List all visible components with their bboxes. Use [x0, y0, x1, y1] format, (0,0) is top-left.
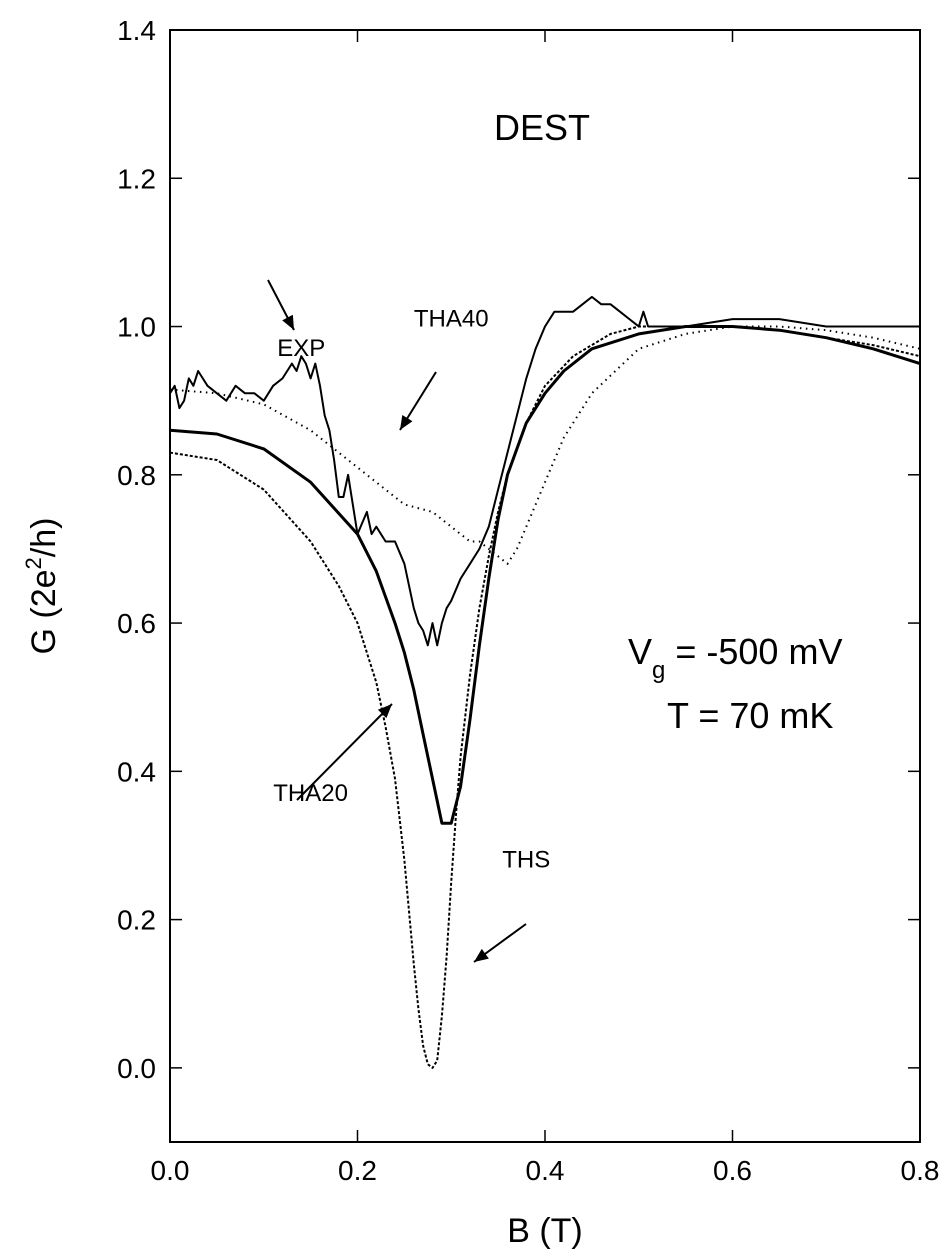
arrowhead-ths	[474, 948, 489, 962]
temperature-condition: T = 70 mK	[667, 695, 833, 736]
x-tick-label: 0.2	[338, 1155, 377, 1186]
vg-main: V	[628, 631, 652, 672]
arrowhead-tha20	[377, 704, 392, 719]
y-tick-label: 1.2	[117, 163, 156, 194]
plot-frame	[169, 29, 921, 1143]
x-tick-label: 0.0	[151, 1155, 190, 1186]
vg-condition: Vg = -500 mV	[628, 631, 842, 684]
y-tick-label: 0.8	[117, 460, 156, 491]
x-tick-label: 0.4	[526, 1155, 565, 1186]
x-axis-title: B (T)	[507, 1212, 583, 1250]
annotation-label-ths: THS	[502, 847, 550, 874]
annotation-label-tha40: THA40	[414, 306, 489, 333]
x-tick-label: 0.8	[901, 1155, 940, 1186]
y-tick-label: 1.0	[117, 312, 156, 343]
y-tick-label: 0.4	[117, 756, 156, 787]
y-tick-label: 1.4	[117, 15, 156, 46]
ticks-layer	[169, 29, 921, 1142]
y-axis-title-post: /h)	[25, 518, 63, 558]
labels-layer: 0.0 0.2 0.4 0.6 0.8 0.0 0.2 0.4 0.6 0.8 1.0 1.2 1.4 E…	[117, 15, 939, 1186]
y-tick-label: 0.2	[117, 905, 156, 936]
y-axis-title-sup: 2	[21, 557, 46, 569]
arrowhead-tha40	[400, 414, 413, 430]
vg-value: = -500 mV	[665, 631, 842, 672]
y-tick-label: 0.6	[117, 608, 156, 639]
x-tick-label: 0.6	[713, 1155, 752, 1186]
arrows-layer	[267, 279, 527, 963]
y-tick-label: 0.0	[117, 1053, 156, 1084]
series-line-ths	[169, 325, 921, 1069]
y-axis-title: G (2e2/h)	[21, 518, 63, 655]
annotation-label-exp: EXP	[277, 335, 325, 362]
series-line-tha20	[169, 325, 921, 825]
series-layer	[169, 295, 921, 1069]
annotation-label-tha20: THA20	[273, 780, 348, 807]
arrowhead-exp	[282, 314, 294, 330]
series-line-exp	[169, 295, 920, 647]
arrow-tha20	[296, 703, 393, 801]
vg-subscript: g	[652, 657, 665, 684]
y-axis-title-pre: G (2e	[25, 569, 63, 654]
chart-title: DEST	[494, 107, 590, 148]
series-line-tha40	[169, 325, 921, 565]
